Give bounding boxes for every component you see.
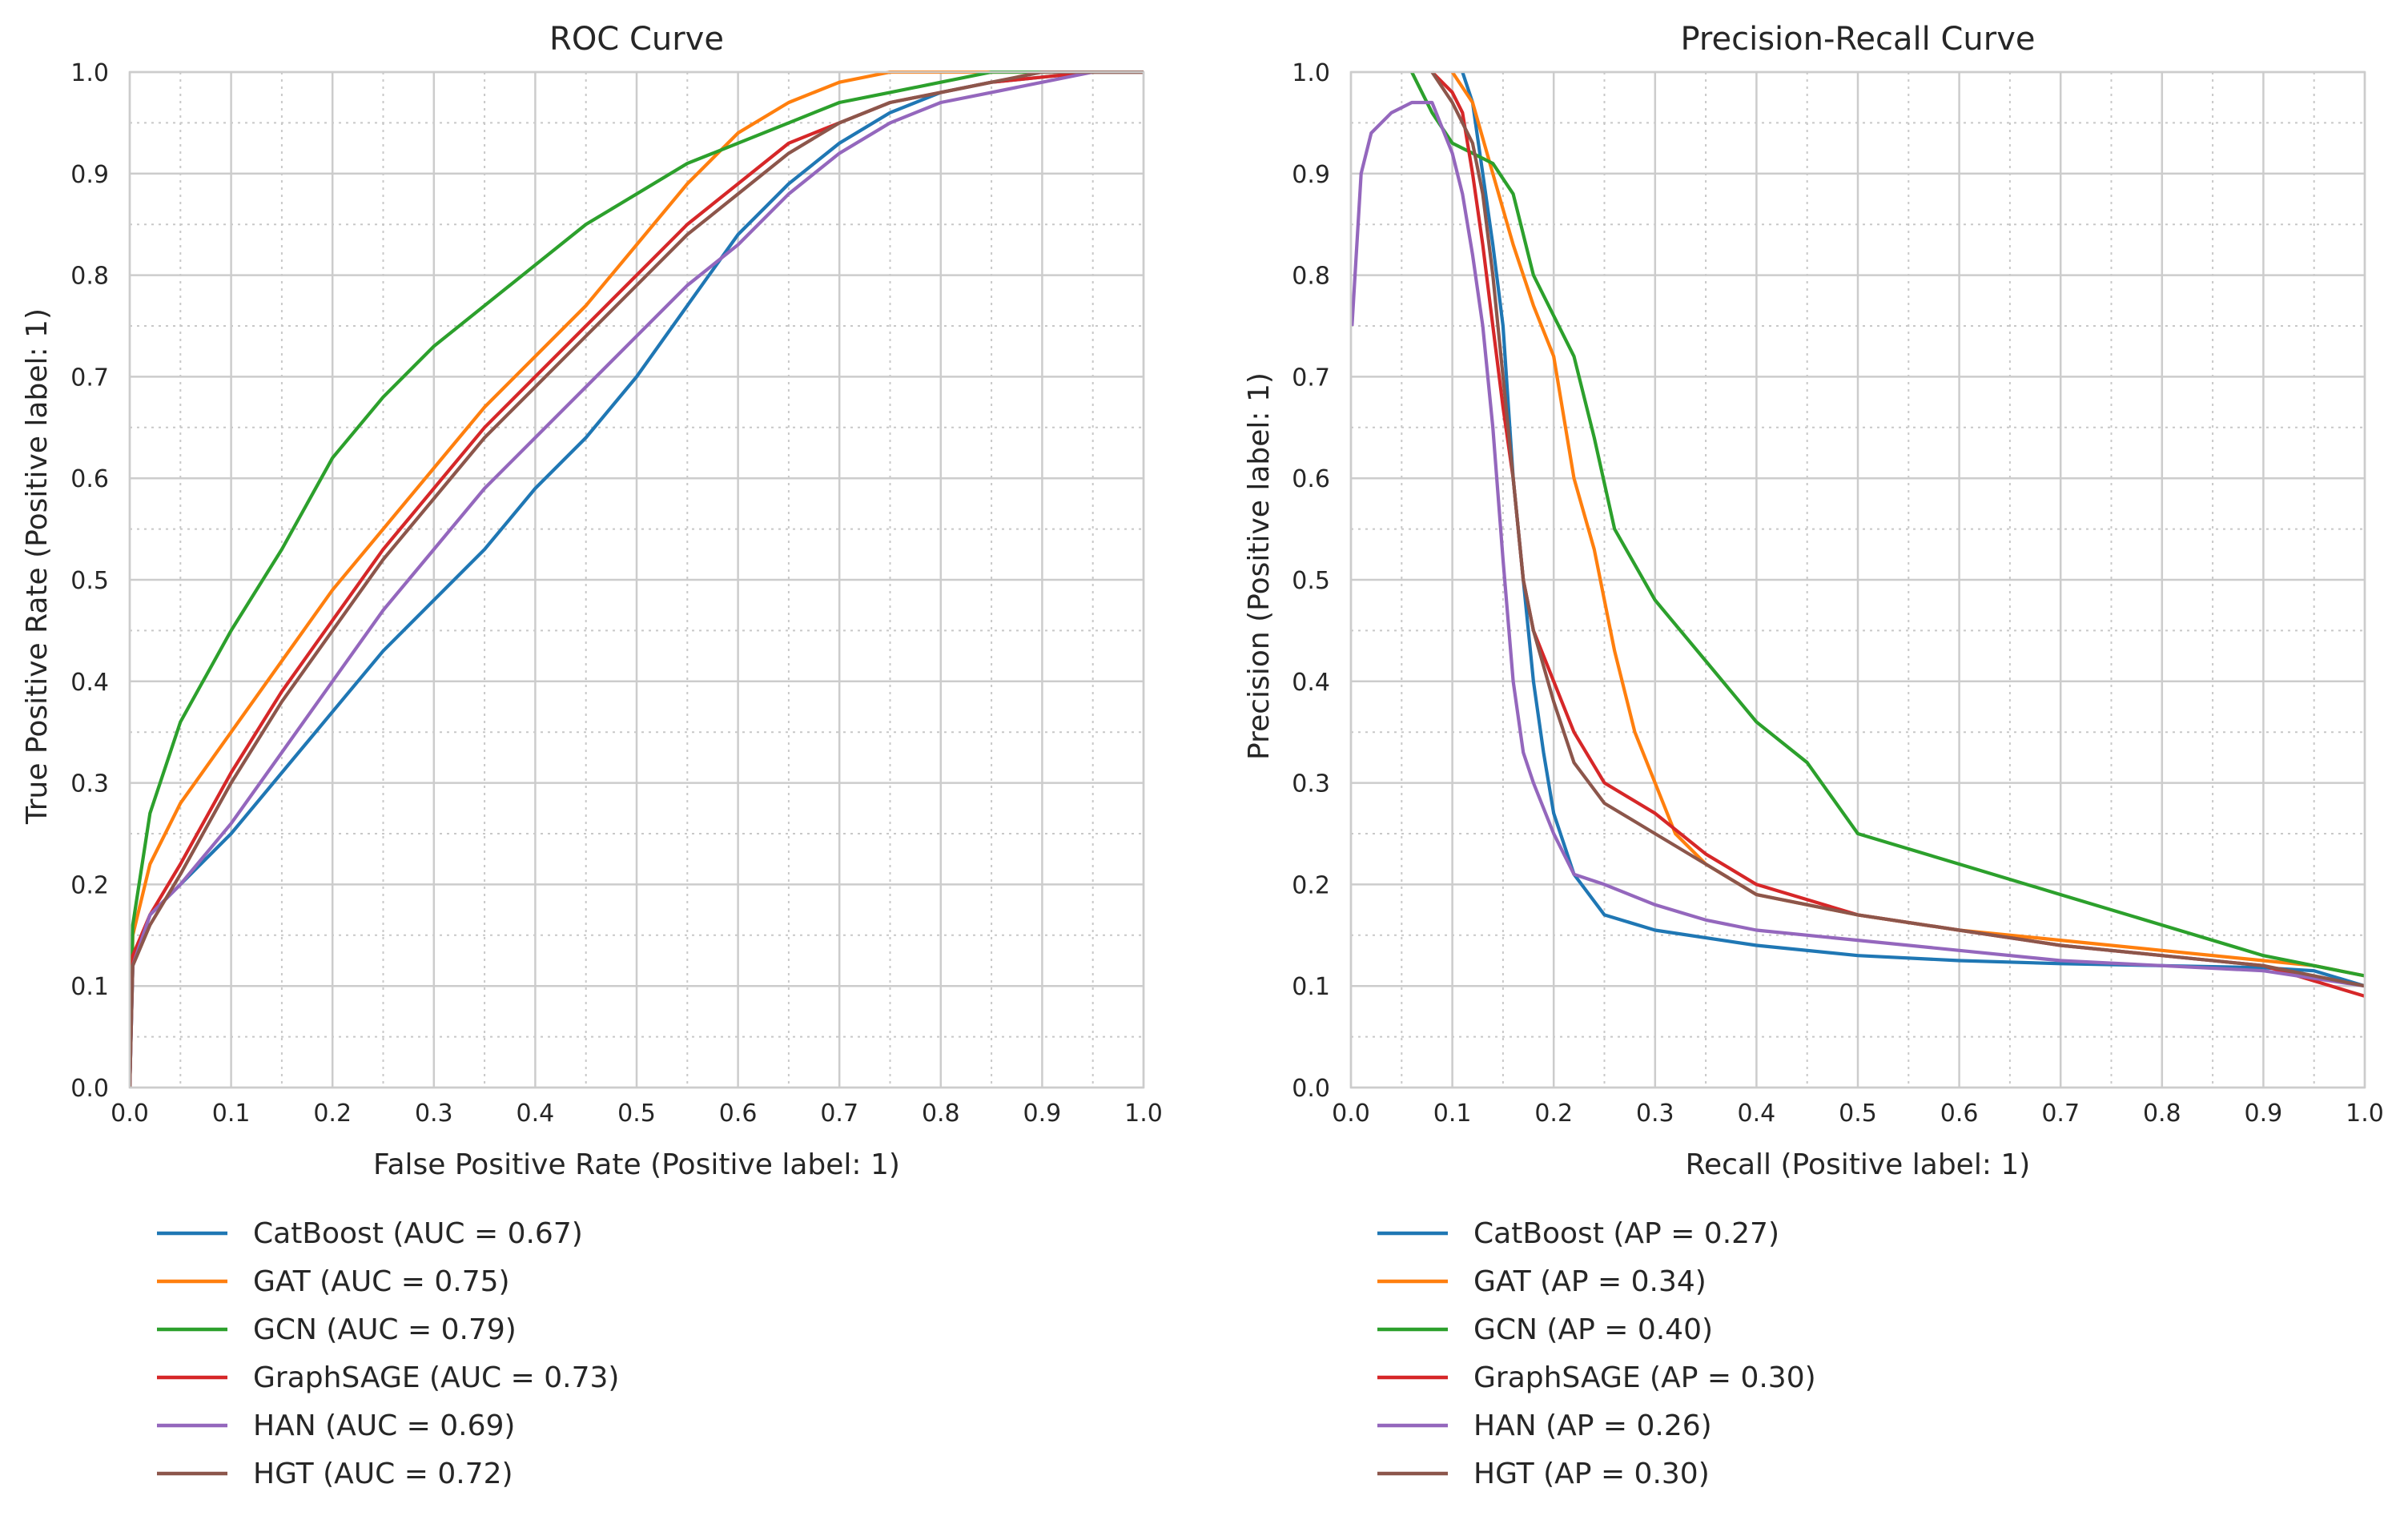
pr-y-tick-label: 0.4 [1292,669,1330,697]
pr-y-tick-label: 0.1 [1292,973,1330,1001]
pr-x-tick-label: 0.1 [1433,1100,1472,1128]
pr-y-tick-label: 0.8 [1292,263,1330,291]
pr-x-tick-label: 0.8 [2143,1100,2181,1128]
pr-y-tick-label: 0.3 [1292,770,1330,798]
pr-series-group [1351,70,2365,998]
roc-y-tick-label: 0.1 [70,973,109,1001]
roc-x-axis-label: False Positive Rate (Positive label: 1) [373,1148,900,1181]
roc-axes-frame [128,70,1145,1089]
roc-x-tick-label: 0.2 [313,1100,352,1128]
pr-legend-label-0: CatBoost (AP = 0.27) [1473,1217,1779,1250]
roc-panel: ROC Curve False Positive Rate (Positive … [21,21,1163,1490]
pr-title: Precision-Recall Curve [1681,21,2036,58]
roc-legend: CatBoost (AUC = 0.67) GAT (AUC = 0.75) GCN… [157,1217,619,1490]
roc-plot-area: 0.0 0.1 0.2 0.3 0.4 0.5 0.6 0.7 0.8 0.9 1.0 0.0 0.1 0… [70,59,1163,1128]
pr-series-line-2 [1410,71,2365,978]
roc-y-tick-label: 1.0 [70,59,109,87]
pr-x-tick-label: 0.0 [1332,1100,1370,1128]
roc-legend-label-0: CatBoost (AUC = 0.67) [253,1217,583,1250]
roc-y-tick-label: 0.5 [70,567,109,595]
roc-y-tick-label: 0.9 [70,161,109,189]
roc-legend-label-2: GCN (AUC = 0.79) [253,1313,517,1346]
roc-series-line-5 [130,70,1144,1088]
roc-y-tick-label: 0.6 [70,465,109,493]
roc-y-tick-label: 0.4 [70,669,109,697]
pr-legend-label-5: HGT (AP = 0.30) [1473,1458,1710,1490]
pr-series-line-1 [1450,70,2365,978]
pr-x-tick-label: 0.4 [1738,1100,1776,1128]
pr-y-tick-label: 1.0 [1292,59,1330,87]
pr-x-axis-label: Recall (Positive label: 1) [1686,1148,2031,1181]
pr-legend-label-3: GraphSAGE (AP = 0.30) [1473,1361,1816,1394]
pr-y-tick-label: 0.2 [1292,871,1330,899]
roc-x-tick-label: 0.3 [415,1100,453,1128]
roc-y-tick-label: 0.8 [70,263,109,291]
roc-y-tick-label: 0.7 [70,364,109,392]
roc-legend-label-1: GAT (AUC = 0.75) [253,1265,510,1298]
pr-y-tick-label: 0.6 [1292,465,1330,493]
pr-y-tick-label: 0.7 [1292,364,1330,392]
roc-y-tick-label: 0.2 [70,871,109,899]
pr-x-tick-label: 1.0 [2346,1100,2384,1128]
pr-y-axis-label: Precision (Positive label: 1) [1243,372,1276,760]
roc-series-line-4 [130,70,1144,1088]
pr-y-tick-label: 0.9 [1292,161,1330,189]
pr-y-tick-label: 0.0 [1292,1075,1330,1103]
pr-plot-area: 0.0 0.1 0.2 0.3 0.4 0.5 0.6 0.7 0.8 0.9 1.0 0.0 0.1 0… [1292,59,2384,1128]
roc-y-tick-label: 0.3 [70,770,109,798]
pr-legend-label-1: GAT (AP = 0.34) [1473,1265,1707,1298]
pr-y-tick-label: 0.5 [1292,567,1330,595]
pr-x-tick-label: 0.3 [1636,1100,1674,1128]
pr-panel: Precision-Recall Curve Recall (Positive … [1243,21,2384,1490]
roc-y-axis-label: True Positive Rate (Positive label: 1) [21,308,54,825]
roc-x-tick-label: 0.9 [1023,1100,1062,1128]
roc-y-tick-label: 0.0 [70,1075,109,1103]
pr-axes-frame [1349,70,2366,1089]
pr-legend: CatBoost (AP = 0.27) GAT (AP = 0.34) GCN (… [1377,1217,1816,1490]
roc-legend-label-5: HGT (AUC = 0.72) [253,1458,513,1490]
roc-title: ROC Curve [549,21,724,58]
roc-legend-label-4: HAN (AUC = 0.69) [253,1409,515,1442]
roc-x-tick-label: 0.6 [719,1100,758,1128]
roc-x-tick-label: 0.1 [212,1100,251,1128]
roc-x-tick-label: 0.5 [617,1100,656,1128]
roc-x-tick-label: 1.0 [1124,1100,1163,1128]
pr-x-tick-label: 0.6 [1940,1100,1979,1128]
roc-x-tick-label: 0.0 [111,1100,149,1128]
pr-legend-label-4: HAN (AP = 0.26) [1473,1409,1712,1442]
pr-legend-label-2: GCN (AP = 0.40) [1473,1313,1713,1346]
pr-series-line-4 [1351,100,2365,988]
pr-series-line-5 [1430,70,2365,988]
pr-x-tick-label: 0.9 [2245,1100,2283,1128]
pr-x-tick-label: 0.5 [1839,1100,1877,1128]
roc-series-line-2 [130,70,1144,1088]
pr-x-tick-label: 0.7 [2041,1100,2080,1128]
roc-x-tick-label: 0.4 [517,1100,555,1128]
pr-x-tick-label: 0.2 [1534,1100,1573,1128]
roc-x-tick-label: 0.8 [922,1100,960,1128]
roc-legend-label-3: GraphSAGE (AUC = 0.73) [253,1361,619,1394]
roc-x-tick-label: 0.7 [820,1100,858,1128]
